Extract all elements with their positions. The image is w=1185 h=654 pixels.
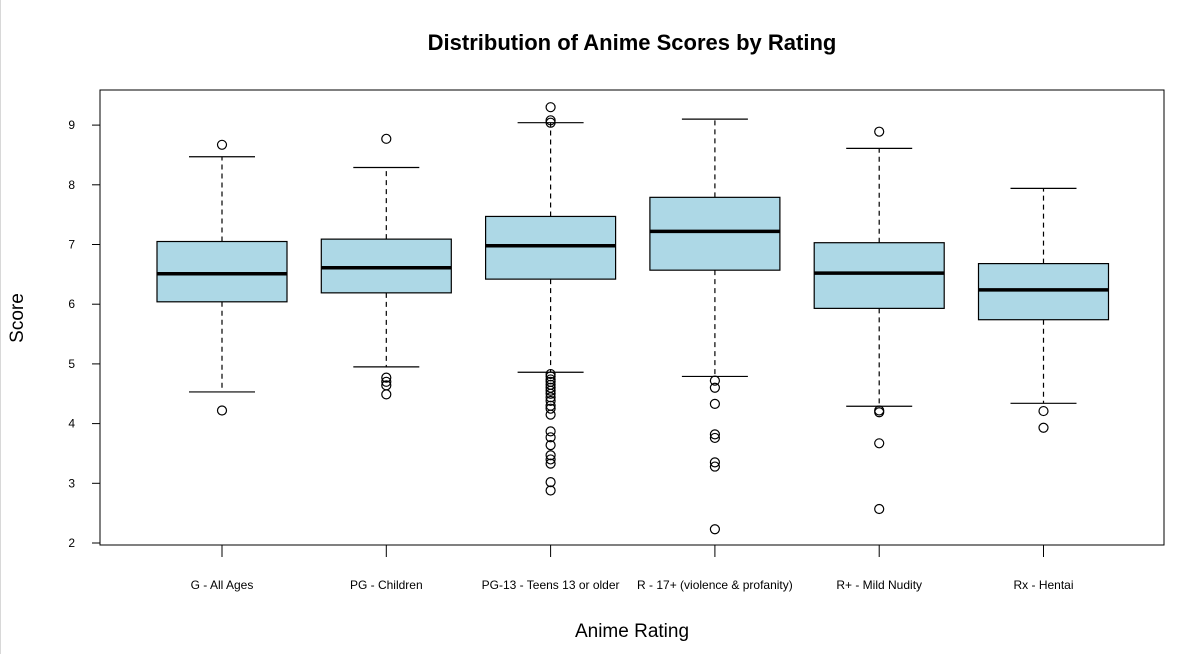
outlier-point [545, 371, 556, 382]
outlier-point [381, 380, 392, 391]
x-tick-label: PG-13 - Teens 13 or older [482, 578, 620, 592]
outlier-point [381, 133, 392, 144]
x-axis: G - All Ages PG - Children PG-13 - Teens 1… [191, 544, 1074, 592]
outlier-point [709, 432, 721, 444]
iqr-box [649, 196, 781, 271]
box-group [485, 102, 617, 496]
y-tick-label: 5 [68, 357, 75, 371]
outlier-point [216, 405, 228, 416]
outlier-point [545, 117, 556, 128]
x-tick-label: PG - Children [350, 578, 423, 592]
box-group [649, 118, 781, 535]
x-tick-label: Rx - Hentai [1013, 578, 1073, 592]
x-tick-label: G - All Ages [191, 578, 254, 592]
y-tick-label: 7 [68, 238, 75, 252]
y-tick-label: 9 [68, 118, 75, 132]
outlier-point [545, 392, 556, 403]
box-group [320, 133, 452, 400]
outlier-point [381, 389, 392, 400]
outlier-point [545, 450, 556, 461]
iqr-box [977, 263, 1110, 321]
outlier-point [545, 432, 556, 443]
x-tick-label: R+ - Mild Nudity [836, 578, 922, 592]
outlier-point [874, 438, 885, 449]
outlier-point [545, 439, 556, 451]
x-tick-label: R - 17+ (violence & profanity) [637, 578, 793, 592]
y-tick-label: 8 [68, 178, 75, 192]
y-axis: 2 3 4 5 6 7 8 9 [68, 118, 101, 550]
box-group [977, 187, 1110, 433]
y-tick-label: 6 [68, 297, 75, 311]
outlier-point [1038, 405, 1049, 417]
outlier-point [545, 454, 556, 465]
outlier-point [216, 139, 228, 150]
outlier-point [545, 458, 556, 469]
outlier-point [545, 409, 556, 420]
y-tick-label: 3 [68, 476, 75, 490]
outlier-point [545, 385, 556, 396]
outlier-point [709, 382, 721, 393]
box-group [156, 139, 288, 416]
outlier-point [874, 407, 885, 418]
outlier-point [545, 388, 556, 399]
outlier-point [874, 126, 885, 137]
box-group [813, 126, 945, 515]
outlier-point [545, 102, 556, 113]
outlier-point [709, 457, 721, 468]
outlier-point [1038, 422, 1049, 433]
outlier-point [709, 398, 721, 409]
outlier-point [709, 429, 721, 440]
outlier-point [709, 461, 721, 472]
outlier-point [545, 426, 556, 437]
chart-title: Distribution of Anime Scores by Rating [428, 30, 837, 55]
outlier-point [545, 485, 556, 496]
boxes-layer [156, 102, 1110, 535]
iqr-box [320, 238, 452, 294]
outlier-point [874, 503, 885, 515]
y-tick-label: 4 [68, 417, 75, 431]
outlier-point [545, 395, 556, 407]
outlier-point [381, 372, 392, 383]
y-axis-title: Score [7, 293, 28, 343]
y-tick-label: 2 [68, 536, 75, 550]
iqr-box [485, 215, 617, 280]
outlier-point [545, 477, 556, 488]
outlier-point [381, 376, 392, 387]
outlier-point [709, 375, 721, 386]
iqr-box [156, 240, 288, 303]
x-axis-title: Anime Rating [575, 621, 689, 642]
outlier-point [545, 403, 556, 414]
outlier-point [709, 524, 721, 535]
iqr-box [813, 242, 945, 309]
